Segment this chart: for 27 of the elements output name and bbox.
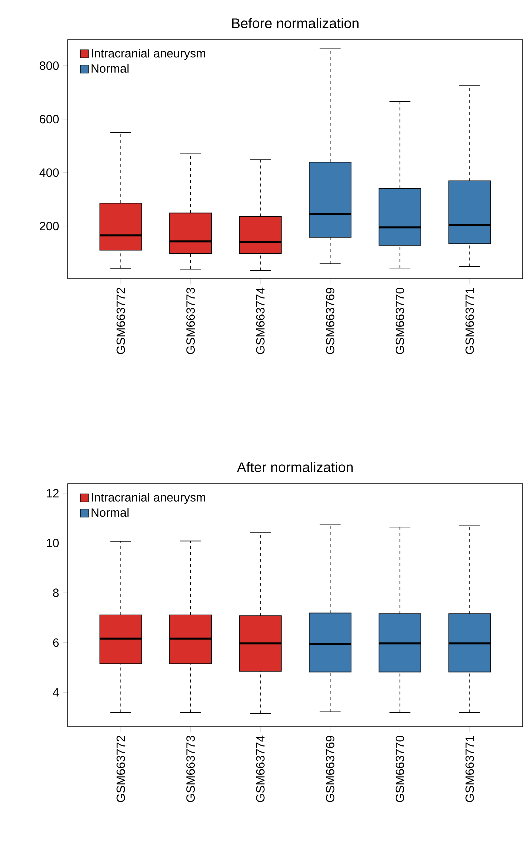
legend-label: Normal (92, 508, 129, 518)
y-tick-label: 800 (40, 62, 59, 70)
x-tick-label: GSM663771 (466, 288, 474, 354)
x-tick-label: GSM663774 (256, 736, 265, 802)
x-tick-label: GSM663769 (326, 288, 335, 354)
y-tick-label: 400 (40, 168, 59, 178)
chart-title: Before normalization (232, 18, 359, 28)
x-tick-label: GSM663770 (396, 288, 404, 354)
x-tick-label: GSM663773 (186, 736, 196, 802)
x-tick-label: GSM663771 (466, 736, 474, 802)
legend-label: Normal (92, 64, 129, 73)
legend-label: Intracranial aneurysm (92, 48, 206, 60)
x-tick-label: GSM663770 (396, 736, 404, 802)
chart-title: After normalization (237, 462, 353, 472)
y-tick-label: 200 (40, 222, 59, 231)
x-tick-label: GSM663772 (116, 736, 126, 802)
x-tick-label: GSM663774 (256, 288, 265, 354)
y-tick-label: 12 (47, 489, 59, 498)
legend-label: Intracranial aneurysm (92, 493, 206, 504)
y-tick-label: 600 (40, 115, 59, 124)
x-tick-label: GSM663773 (186, 288, 196, 354)
y-tick-label: 10 (47, 539, 59, 548)
y-tick-label: 4 (53, 688, 60, 697)
x-tick-label: GSM663772 (116, 288, 126, 354)
x-tick-label: GSM663769 (326, 736, 335, 802)
y-tick-label: 6 (53, 638, 59, 648)
y-tick-label: 8 (53, 588, 59, 598)
